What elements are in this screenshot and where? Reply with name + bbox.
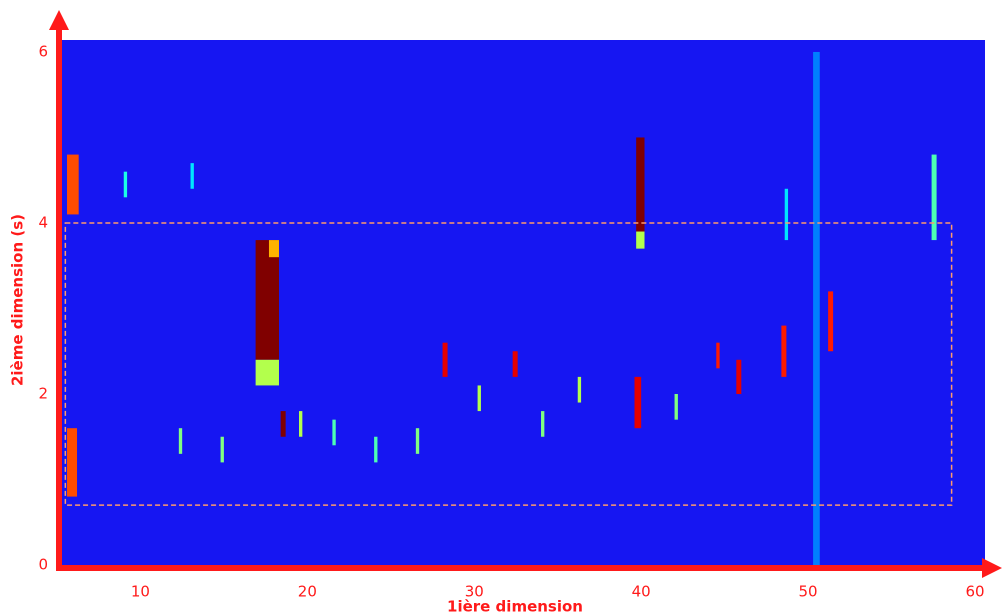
- streak: [268, 240, 279, 258]
- streak: [674, 393, 678, 420]
- streak: [299, 411, 303, 437]
- x-tick-label: 40: [632, 583, 651, 601]
- streak: [828, 291, 834, 352]
- streak: [280, 411, 286, 437]
- streak: [636, 231, 645, 249]
- x-tick-label: 20: [298, 583, 317, 601]
- streak: [374, 436, 378, 463]
- y-tick-label: 2: [38, 384, 48, 402]
- streak: [813, 51, 820, 565]
- streak: [67, 154, 79, 215]
- y-tick-label: 0: [38, 556, 48, 574]
- x-axis-label: 1ière dimension: [447, 598, 583, 616]
- x-tick-label: 60: [965, 583, 984, 601]
- x-tick-label: 10: [131, 583, 150, 601]
- streak: [477, 385, 481, 412]
- y-axis-arrow: [49, 10, 69, 30]
- streak: [67, 428, 78, 497]
- streak: [784, 188, 789, 241]
- streak: [255, 240, 279, 360]
- streak: [190, 163, 194, 189]
- streak: [636, 137, 645, 232]
- streak: [634, 376, 642, 429]
- x-tick-label: 50: [799, 583, 818, 601]
- streak: [931, 154, 937, 241]
- streak: [577, 376, 582, 403]
- x-tick-label: 30: [465, 583, 484, 601]
- streak: [716, 342, 720, 369]
- streak: [541, 411, 545, 437]
- streak: [220, 436, 224, 463]
- streak: [332, 419, 336, 446]
- streak: [178, 428, 183, 454]
- streak: [736, 359, 742, 394]
- highlight-box: [64, 222, 953, 506]
- x-axis-arrow: [982, 558, 1002, 578]
- y-axis-label: 2ième dimension (s): [9, 214, 27, 386]
- y-tick-label: 6: [38, 42, 48, 60]
- streak: [255, 359, 279, 386]
- streak: [123, 171, 128, 198]
- plot-background: [62, 40, 985, 565]
- streak: [442, 342, 448, 377]
- streak: [415, 428, 420, 454]
- y-tick-label: 4: [38, 213, 48, 231]
- streak: [781, 325, 787, 377]
- streak: [512, 351, 518, 377]
